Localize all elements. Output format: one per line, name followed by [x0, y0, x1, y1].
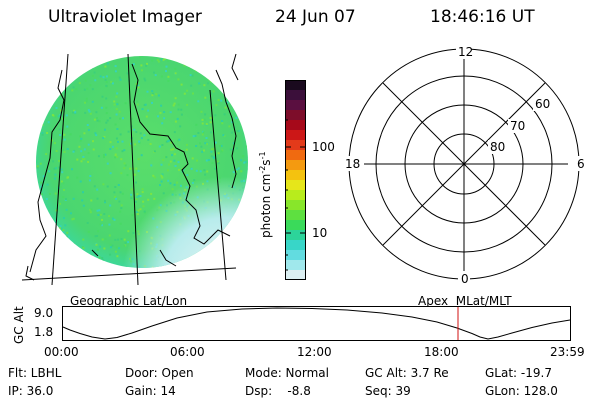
colorbar-swatch [285, 80, 306, 91]
polar-diagonal-2 [382, 82, 546, 246]
mlt-label-12: 12 [458, 45, 474, 59]
time-tick-0600: 06:00 [170, 345, 205, 359]
colorbar-swatch [285, 100, 306, 111]
colorbar-tick-10: 10 [312, 226, 328, 240]
altitude-curve [62, 307, 571, 340]
colorbar-swatch [285, 160, 306, 171]
colorbar [285, 80, 306, 280]
colorbar-tick-100: 100 [312, 140, 335, 154]
colorbar-swatch [285, 270, 306, 280]
colorbar-swatch [285, 240, 306, 251]
altitude-plot [62, 306, 571, 341]
info-ip: IP: 36.0 [8, 384, 54, 398]
mlat-label-60: 60 [535, 97, 551, 111]
colorbar-swatch [285, 180, 306, 191]
info-seq: Seq: 39 [365, 384, 411, 398]
coastline-outline [25, 53, 239, 281]
colorbar-swatch [285, 200, 306, 211]
colorbar-swatch [285, 190, 306, 201]
colorbar-swatch [285, 210, 306, 221]
uv-disk [36, 56, 248, 268]
info-gc-alt: GC Alt: 3.7 Re [365, 366, 449, 380]
polar-plot [344, 45, 582, 285]
colorbar-swatch [285, 110, 306, 121]
mlat-label-70: 70 [510, 119, 526, 133]
alt-tick-1-8: 1.8 [34, 325, 54, 339]
mlt-label-6: 6 [577, 157, 585, 171]
colorbar-swatch [285, 170, 306, 181]
colorbar-swatch [285, 140, 306, 151]
mlt-label-0: 0 [461, 272, 469, 286]
colorbar-swatch [285, 150, 306, 161]
date-label: 24 Jun 07 [275, 7, 356, 27]
colorbar-swatch [285, 260, 306, 271]
info-door: Door: Open [125, 366, 194, 380]
info-glat: GLat: -19.7 [485, 366, 552, 380]
colorbar-ticks [285, 119, 306, 271]
altitude-plot-frame [62, 306, 571, 341]
time-tick-0000: 00:00 [44, 345, 79, 359]
geographic-grid [21, 53, 237, 286]
colorbar-swatch [285, 120, 306, 131]
colorbar-swatch [285, 230, 306, 241]
info-mode: Mode: Normal [245, 366, 329, 380]
info-filter: Flt: LBHL [8, 366, 62, 380]
colorbar-swatch [285, 220, 306, 231]
alt-axis-label: GC Alt [12, 306, 26, 344]
mlt-label-18: 18 [345, 157, 361, 171]
uv-image-panel [21, 53, 248, 286]
time-tick-1200: 12:00 [297, 345, 332, 359]
colorbar-label: photon cm-2s-1 [258, 151, 273, 238]
time-tick-1800: 18:00 [424, 345, 459, 359]
colorbar-swatch [285, 250, 306, 261]
info-dsp: Dsp: -8.8 [245, 384, 311, 398]
apex-title: Apex MLat/MLT [418, 294, 512, 308]
time-tick-2359: 23:59 [550, 345, 585, 359]
info-glon: GLon: 128.0 [485, 384, 558, 398]
time-label: 18:46:16 UT [430, 7, 535, 27]
mlat-label-80: 80 [490, 140, 506, 154]
info-gain: Gain: 14 [125, 384, 176, 398]
instrument-title: Ultraviolet Imager [48, 7, 202, 27]
colorbar-swatch [285, 90, 306, 101]
colorbar-swatch [285, 130, 306, 141]
geographic-title: Geographic Lat/Lon [70, 294, 188, 308]
alt-tick-9: 9.0 [34, 306, 54, 320]
